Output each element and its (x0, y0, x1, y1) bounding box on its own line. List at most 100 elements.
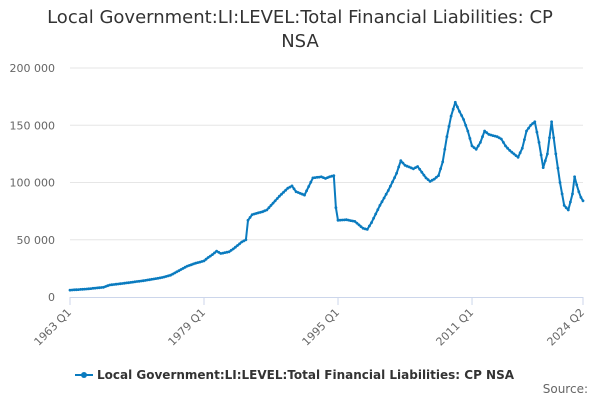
series-point (345, 218, 348, 222)
series-point (154, 277, 158, 280)
series-point (472, 146, 476, 150)
series-point (173, 271, 177, 275)
series-point (374, 212, 378, 216)
series-point (244, 238, 248, 242)
series-point (246, 218, 250, 222)
series-point (489, 133, 493, 137)
series-point (533, 120, 537, 124)
series-point (303, 193, 306, 197)
y-axis-labels: 0 50 000 100 000 150 000 200 000 (10, 62, 56, 304)
series-point (428, 180, 432, 183)
series-point (196, 261, 200, 264)
source-credit[interactable]: Source: (542, 382, 588, 396)
series-point (420, 170, 424, 174)
series-point (223, 251, 227, 255)
series-point (456, 105, 459, 109)
series-point (575, 183, 579, 187)
series-point (202, 259, 206, 263)
series-point (508, 149, 512, 152)
series-point (384, 192, 388, 196)
series-point (504, 144, 507, 148)
series-point (204, 257, 208, 261)
series-point (491, 134, 495, 138)
series-point (330, 174, 334, 178)
series-point (95, 286, 99, 290)
series-point (537, 141, 541, 144)
series-point (566, 208, 570, 212)
series-point (231, 247, 235, 251)
series-point (497, 136, 501, 140)
series-point (493, 134, 497, 138)
series-point (215, 249, 219, 253)
series-point (131, 280, 135, 284)
series-point (353, 220, 357, 223)
series-point (229, 248, 233, 252)
series-point (481, 135, 484, 139)
series-point (336, 218, 340, 222)
series-point (514, 154, 518, 158)
series-point (150, 277, 154, 281)
series-point (407, 165, 411, 169)
series-point (453, 100, 457, 104)
series-line[interactable] (69, 101, 584, 292)
series-point (208, 254, 212, 258)
series-point (322, 176, 325, 180)
series-point (347, 218, 350, 222)
series-point (443, 147, 447, 151)
series-point (516, 155, 520, 159)
series-point (79, 288, 82, 291)
series-point (476, 144, 480, 148)
series-point (259, 210, 262, 214)
series-point (129, 281, 133, 284)
series-point (144, 279, 147, 282)
series-point (194, 261, 198, 265)
series-point (271, 201, 275, 205)
series-point (449, 114, 453, 118)
series-point (548, 136, 551, 140)
series-point (171, 272, 175, 276)
series-point (282, 190, 285, 194)
series-point (363, 227, 367, 231)
series-point (183, 265, 187, 269)
series-point (535, 130, 539, 134)
series-point (286, 186, 290, 190)
series-point (315, 175, 319, 179)
series-point (127, 281, 130, 285)
series-point (458, 110, 461, 113)
series-point (386, 189, 390, 192)
series-point (206, 256, 210, 259)
series-point (141, 279, 145, 283)
series-point (290, 184, 294, 188)
x-tick-label: 2024 Q2 (545, 306, 588, 349)
legend-item[interactable]: Local Government:LI:LEVEL:Total Financia… (75, 365, 514, 385)
series-point (474, 147, 478, 151)
series-point (370, 221, 373, 225)
series-point (261, 210, 264, 214)
y-tick-label: 200 000 (10, 62, 56, 75)
series-point (573, 175, 576, 179)
series-point (248, 216, 252, 219)
series-point (437, 174, 440, 178)
series-point (502, 141, 505, 144)
series-point (211, 253, 214, 256)
series-point (368, 224, 371, 228)
series-point (70, 288, 74, 292)
y-tick-label: 150 000 (10, 119, 56, 132)
series-point (225, 250, 229, 254)
series-point (460, 114, 463, 117)
series-point (409, 166, 413, 170)
series-point (177, 269, 181, 273)
series-point (120, 282, 124, 285)
series-point (506, 146, 509, 150)
series-point (72, 288, 76, 292)
series-point (380, 200, 384, 204)
series-point (531, 122, 535, 125)
series-point (213, 251, 216, 255)
series-point (393, 176, 396, 180)
series-point (401, 161, 405, 165)
series-point (334, 206, 338, 210)
series-point (426, 178, 430, 182)
series-point (252, 212, 256, 216)
series-point (114, 282, 118, 286)
series-point (89, 287, 93, 290)
